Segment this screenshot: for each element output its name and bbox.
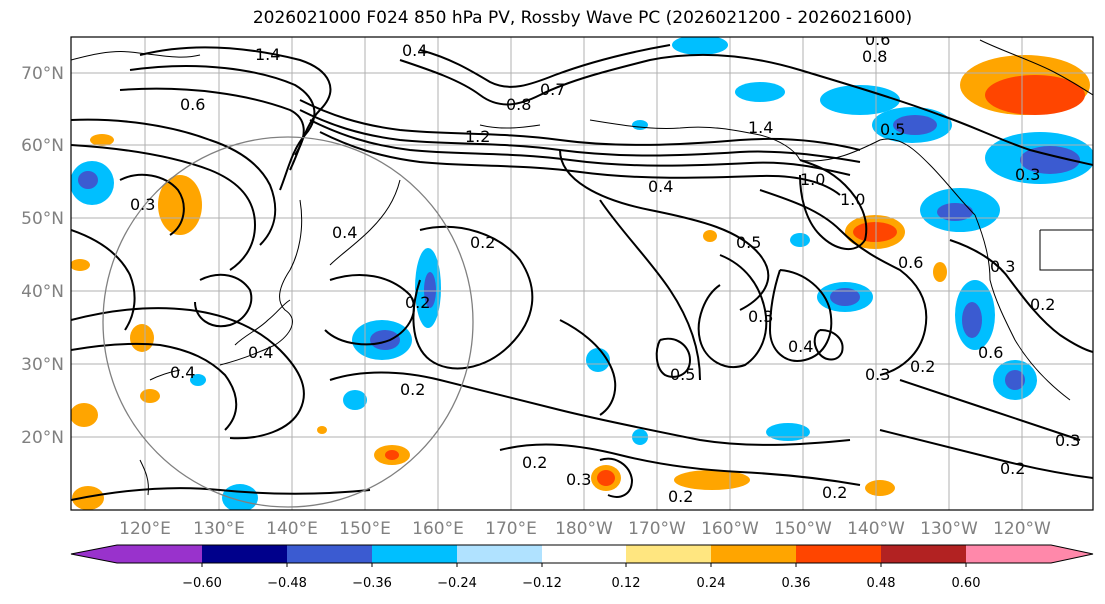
- lon-label: 140°E: [266, 519, 318, 539]
- colorbar-segment: [966, 545, 1051, 563]
- colorbar-tick-label: 0.24: [697, 576, 726, 591]
- negative-anomaly-shading: [71, 37, 1093, 510]
- lon-label: 120°W: [993, 519, 1051, 539]
- lon-label: 180°W: [555, 519, 613, 539]
- contour-label: 0.3: [130, 195, 155, 214]
- contour-label: 0.3: [566, 470, 591, 489]
- lon-label: 170°W: [628, 519, 686, 539]
- colorbar-segment: [287, 545, 372, 563]
- contour-label: 0.4: [170, 363, 195, 382]
- colorbar-tick-label: −0.36: [352, 576, 392, 591]
- lat-lon-grid: [71, 37, 1093, 510]
- lon-label: 160°E: [412, 519, 464, 539]
- colorbar-segment: [372, 545, 457, 563]
- contour-label: 0.6: [865, 30, 890, 49]
- contour-label: 0.7: [540, 80, 565, 99]
- lat-label: 60°N: [21, 136, 64, 156]
- pv-contours: [71, 44, 1093, 501]
- contour-label: 0.3: [990, 257, 1015, 276]
- colorbar-segment: [881, 545, 966, 563]
- contour-label: 0.2: [400, 380, 425, 399]
- lon-label: 170°E: [485, 519, 537, 539]
- contour-label: 0.4: [788, 337, 813, 356]
- colorbar-tick-labels: −0.60 −0.48 −0.36 −0.24 −0.12 0.12 0.24 …: [182, 576, 980, 591]
- contour-label: 0.8: [506, 95, 531, 114]
- contour-label: 0.5: [670, 365, 695, 384]
- contour-label: 0.6: [978, 343, 1003, 362]
- lat-label: 20°N: [21, 428, 64, 448]
- colorbar-outline: [70, 544, 1094, 564]
- colorbar-segment: [711, 545, 796, 563]
- contour-label: 1.0: [800, 170, 825, 189]
- contour-label: 0.2: [668, 487, 693, 506]
- contour-label: 0.6: [898, 253, 923, 272]
- colorbar-tick-label: −0.60: [182, 576, 222, 591]
- contour-label: 0.5: [736, 233, 761, 252]
- map-border: [70, 36, 1094, 511]
- lat-label: 50°N: [21, 209, 64, 229]
- lon-label: 140°W: [847, 519, 905, 539]
- lon-label: 150°W: [774, 519, 832, 539]
- colorbar-tick-label: 0.36: [782, 576, 811, 591]
- colorbar-tick-label: −0.24: [437, 576, 477, 591]
- lon-label: 150°E: [339, 519, 391, 539]
- contour-label: 0.2: [470, 233, 495, 252]
- contour-label: 0.4: [402, 41, 427, 60]
- lat-label: 40°N: [21, 282, 64, 302]
- contour-label: 0.5: [880, 120, 905, 139]
- contour-label: 0.6: [180, 95, 205, 114]
- map-title: 2026021000 F024 850 hPa PV, Rossby Wave …: [252, 8, 913, 28]
- colorbar-tick-label: 0.60: [952, 576, 981, 591]
- colorbar-segment: [117, 545, 202, 563]
- contour-label: 0.4: [648, 177, 673, 196]
- contour-label: 0.3: [865, 365, 890, 384]
- highlight-circle: [102, 136, 474, 508]
- lon-label: 160°W: [701, 519, 759, 539]
- colorbar: −0.60 −0.48 −0.36 −0.24 −0.12 0.12 0.24 …: [70, 544, 1094, 591]
- contour-label: 0.3: [1015, 165, 1040, 184]
- contour-label: 0.2: [822, 483, 847, 502]
- colorbar-ticks: [201, 563, 967, 567]
- lon-label: 120°E: [119, 519, 171, 539]
- contour-label: 0.3: [1055, 431, 1080, 450]
- contour-label: 0.2: [405, 293, 430, 312]
- lon-label: 130°E: [193, 519, 245, 539]
- longitude-labels: 120°E 130°E 140°E 150°E 160°E 170°E 180°…: [119, 519, 1051, 539]
- contour-label: 0.2: [1000, 459, 1025, 478]
- colorbar-tick-label: 0.48: [867, 576, 896, 591]
- contour-label: 0.4: [248, 343, 273, 362]
- contour-label: 0.2: [522, 453, 547, 472]
- colorbar-segment: [796, 545, 881, 563]
- colorbar-tick-label: −0.12: [522, 576, 562, 591]
- contour-label: 0.2: [910, 357, 935, 376]
- contour-label: 0.3: [748, 307, 773, 326]
- colorbar-right-extend: [1051, 545, 1093, 563]
- colorbar-tick-label: 0.12: [612, 576, 641, 591]
- contour-label-group: 1.4 0.4 0.8 0.6 0.7 0.8 1.2 1.4 1.0 0.6 …: [130, 30, 1080, 506]
- contour-label: 1.0: [840, 190, 865, 209]
- colorbar-segment: [542, 545, 626, 563]
- contour-label: 0.4: [332, 223, 357, 242]
- contour-label: 0.8: [862, 47, 887, 66]
- coastlines: [71, 39, 1093, 496]
- colorbar-segment: [457, 545, 542, 563]
- positive-anomaly-shading: [71, 55, 1090, 510]
- lon-label: 130°W: [920, 519, 978, 539]
- contour-label: 1.4: [748, 118, 773, 137]
- colorbar-segment: [626, 545, 711, 563]
- latitude-labels: 70°N 60°N 50°N 40°N 30°N 20°N: [21, 64, 64, 448]
- colorbar-tick-label: −0.48: [267, 576, 307, 591]
- colorbar-left-extend: [71, 545, 117, 563]
- contour-label: 1.2: [465, 127, 490, 146]
- lat-label: 70°N: [21, 64, 64, 84]
- lat-label: 30°N: [21, 355, 64, 375]
- colorbar-segment: [202, 545, 287, 563]
- contour-label: 0.2: [1030, 295, 1055, 314]
- contour-label: 1.4: [255, 45, 280, 64]
